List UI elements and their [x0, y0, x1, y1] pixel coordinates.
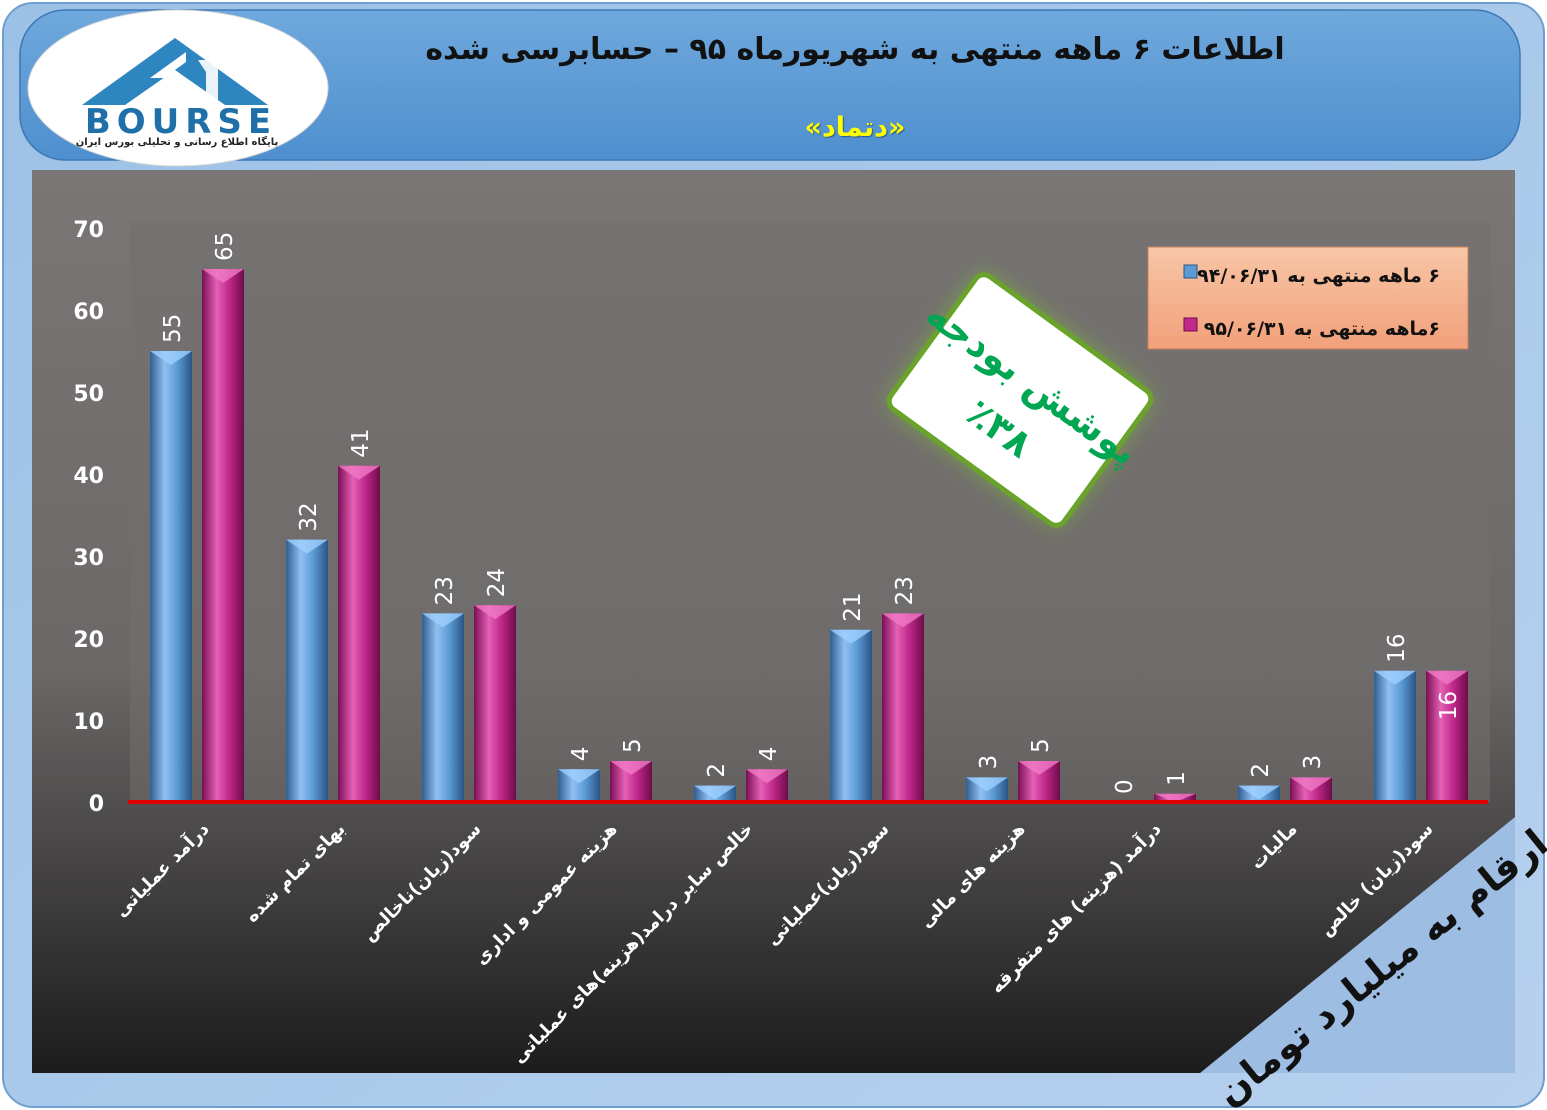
y-tick-label: 70 [73, 218, 104, 243]
legend-swatch-series1 [1183, 264, 1198, 279]
bar-cap [966, 777, 1008, 792]
data-label: 23 [892, 576, 918, 605]
bar-cap [694, 785, 736, 800]
data-label: 2 [1248, 763, 1274, 778]
data-label: 3 [976, 755, 1002, 770]
data-label: 4 [756, 747, 782, 762]
legend-label-series2: ۶ماهه منتهی به ۹۵/۰۶/۳۱ [1204, 318, 1440, 340]
bar-cap [746, 769, 788, 784]
y-tick-label: 30 [73, 546, 104, 571]
bar-cap [1290, 777, 1332, 792]
bar-cap [338, 465, 380, 480]
data-label: 24 [484, 568, 510, 597]
bar-cap [1154, 793, 1196, 802]
page-title: اطلاعات ۶ ماهه منتهی به شهریورماه ۹۵ – ح… [425, 32, 1285, 67]
data-label: 0 [1112, 779, 1138, 794]
bar-series1 [422, 613, 464, 802]
y-tick-label: 20 [73, 628, 104, 653]
bar-cap [422, 613, 464, 628]
data-label: 16 [1436, 691, 1462, 720]
bar-series1 [830, 629, 872, 802]
legend-swatch-series2 [1183, 317, 1198, 332]
bar-cap [1018, 761, 1060, 775]
bar-cap [1238, 785, 1280, 800]
y-tick-label: 10 [73, 710, 104, 735]
bar-cap [1426, 670, 1468, 685]
data-label: 41 [348, 429, 374, 458]
units-banner-bg [1200, 817, 1515, 1073]
page-subtitle: «دتماد» [804, 112, 906, 143]
bar-series2 [474, 605, 516, 802]
bar-series2 [202, 269, 244, 802]
data-label: 2 [704, 763, 730, 778]
bar-series2 [882, 613, 924, 802]
data-label: 65 [212, 232, 238, 261]
bar-cap [1374, 670, 1416, 685]
bar-cap [150, 351, 192, 365]
y-tick-label: 0 [89, 792, 104, 817]
header-band [19, 9, 1521, 161]
y-tick-label: 60 [73, 300, 104, 325]
y-axis: 0 10 20 30 40 50 60 70 [73, 218, 104, 817]
data-label: 4 [568, 747, 594, 762]
data-label: 1 [1164, 771, 1190, 786]
bar-cap [610, 761, 652, 775]
bar-series2 [1426, 670, 1468, 802]
bar-cap [474, 605, 516, 620]
data-label: 55 [160, 314, 186, 343]
bar-series1 [1374, 670, 1416, 802]
legend-label-series1: ۶ ماهه منتهی به ۹۴/۰۶/۳۱ [1197, 265, 1440, 287]
bar-cap [202, 269, 244, 283]
bar-cap [286, 539, 328, 554]
legend-box [1147, 246, 1469, 350]
logo-icon [82, 38, 268, 105]
data-label: 5 [620, 738, 646, 753]
data-label: 23 [432, 576, 458, 605]
data-label: 21 [840, 593, 866, 622]
data-label: 16 [1384, 634, 1410, 663]
bar-series2 [338, 465, 380, 802]
data-label: 3 [1300, 755, 1326, 770]
bar-series1 [286, 539, 328, 802]
budget-box-frame [886, 272, 1154, 528]
bar-series1 [150, 351, 192, 802]
data-label: 5 [1028, 738, 1054, 753]
bar-cap [558, 769, 600, 784]
y-tick-label: 40 [73, 464, 104, 489]
y-tick-label: 50 [73, 382, 104, 407]
logo-word: BOURSE [84, 102, 278, 142]
bar-cap [830, 629, 872, 644]
bar-cap [882, 613, 924, 628]
legend: ۶ ماهه منتهی به ۹۴/۰۶/۳۱ ۶ماهه منتهی به … [1147, 246, 1469, 350]
logo-tagline: پایگاه اطلاع رسانی و تحلیلی بورس ایران [75, 137, 279, 148]
data-label: 32 [296, 502, 322, 531]
